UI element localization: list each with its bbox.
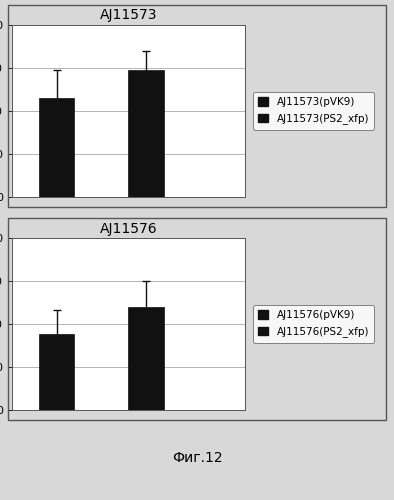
Bar xyxy=(39,98,74,196)
Title: AJ11576: AJ11576 xyxy=(99,222,157,235)
Bar xyxy=(128,70,164,196)
Text: Фиг.12: Фиг.12 xyxy=(172,451,222,465)
Bar xyxy=(128,306,164,410)
Legend: AJ11576(pVK9), AJ11576(PS2_xfp): AJ11576(pVK9), AJ11576(PS2_xfp) xyxy=(253,305,374,343)
Legend: AJ11573(pVK9), AJ11573(PS2_xfp): AJ11573(pVK9), AJ11573(PS2_xfp) xyxy=(253,92,374,130)
Title: AJ11573: AJ11573 xyxy=(99,8,157,22)
Bar xyxy=(39,334,74,409)
